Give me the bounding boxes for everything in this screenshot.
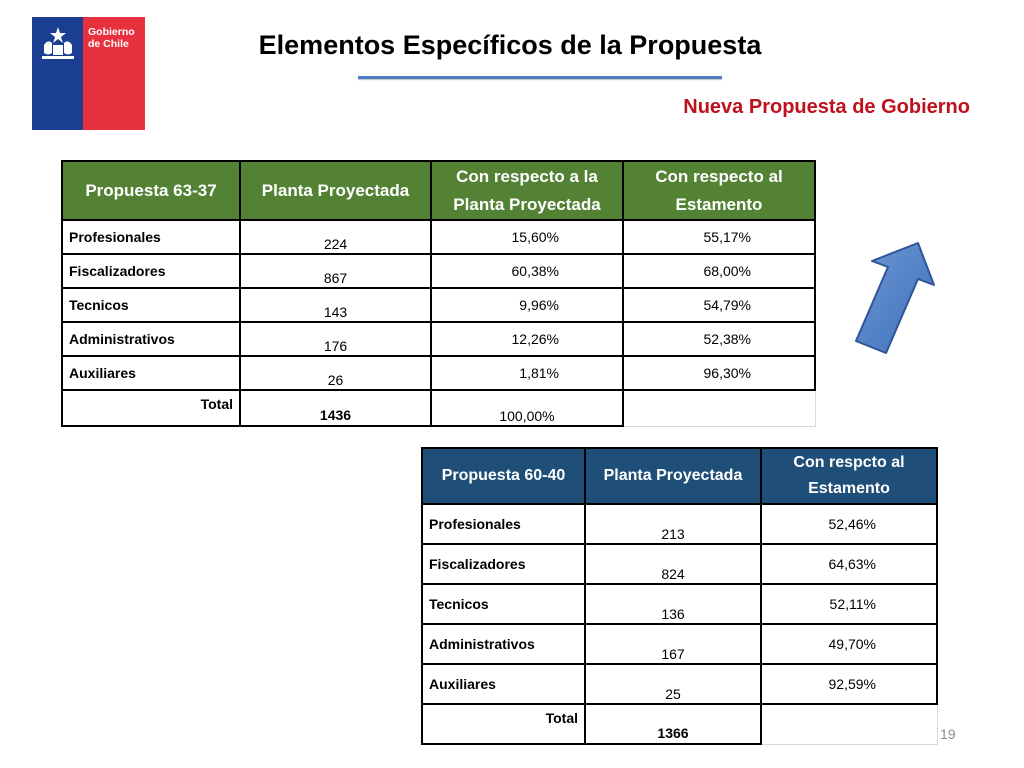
- total-planta-value: 1436: [239, 389, 432, 427]
- pct-estamento-value: 96,30%: [622, 355, 816, 391]
- row-label: Tecnicos: [61, 287, 241, 323]
- gobierno-de-chile-logo: Gobierno de Chile: [32, 17, 145, 130]
- total-label: Total: [421, 703, 586, 745]
- total-row: Total 1436 100,00%: [61, 389, 816, 427]
- propuesta-63-37-table: Propuesta 63-37 Planta Proyectada Con re…: [61, 160, 816, 427]
- pct-estamento-value: 49,70%: [760, 623, 938, 665]
- empty-cell: [760, 703, 938, 745]
- row-label: Fiscalizadores: [61, 253, 241, 289]
- logo-blue-panel: [32, 17, 83, 130]
- planta-value: 167: [584, 623, 762, 665]
- header-respecto-estamento: Con respcto al Estamento: [760, 447, 938, 505]
- logo-text: Gobierno de Chile: [88, 26, 135, 50]
- header-planta-proyectada: Planta Proyectada: [239, 160, 432, 221]
- empty-cell: [622, 389, 816, 427]
- propuesta-60-40-table: Propuesta 60-40 Planta Proyectada Con re…: [421, 447, 938, 745]
- header-propuesta: Propuesta 63-37: [61, 160, 241, 221]
- planta-value: 176: [239, 321, 432, 357]
- row-label: Tecnicos: [421, 583, 586, 625]
- logo-red-panel: Gobierno de Chile: [83, 17, 145, 130]
- pct-estamento-value: 52,11%: [760, 583, 938, 625]
- planta-value: 213: [584, 503, 762, 545]
- pct-estamento-value: 68,00%: [622, 253, 816, 289]
- total-row: Total 1366: [421, 703, 938, 745]
- pct-planta-value: 1,81%: [430, 355, 624, 391]
- header-respecto-estamento: Con respecto al Estamento: [622, 160, 816, 221]
- pct-estamento-value: 54,79%: [622, 287, 816, 323]
- coat-of-arms-icon: [42, 27, 74, 59]
- logo-text-line2: de Chile: [88, 38, 129, 50]
- pct-planta-value: 12,26%: [430, 321, 624, 357]
- table-row: Profesionales 213 52,46%: [421, 503, 938, 545]
- table-row: Fiscalizadores 824 64,63%: [421, 543, 938, 585]
- up-right-arrow-icon: [855, 242, 935, 354]
- table-row: Tecnicos 143 9,96% 54,79%: [61, 287, 816, 323]
- logo-text-line1: Gobierno: [88, 26, 135, 38]
- header-planta-proyectada: Planta Proyectada: [584, 447, 762, 505]
- planta-value: 824: [584, 543, 762, 585]
- total-pct-planta-value: 100,00%: [430, 389, 624, 427]
- planta-value: 224: [239, 219, 432, 255]
- planta-value: 25: [584, 663, 762, 705]
- pct-estamento-value: 52,46%: [760, 503, 938, 545]
- pct-planta-value: 9,96%: [430, 287, 624, 323]
- pct-estamento-value: 55,17%: [622, 219, 816, 255]
- header-respecto-planta: Con respecto a la Planta Proyectada: [430, 160, 624, 221]
- row-label: Fiscalizadores: [421, 543, 586, 585]
- pct-planta-value: 15,60%: [430, 219, 624, 255]
- row-label: Administrativos: [61, 321, 241, 357]
- header-propuesta: Propuesta 60-40: [421, 447, 586, 505]
- total-label: Total: [61, 389, 241, 427]
- planta-value: 136: [584, 583, 762, 625]
- row-label: Auxiliares: [61, 355, 241, 391]
- table-row: Profesionales 224 15,60% 55,17%: [61, 219, 816, 255]
- total-planta-value: 1366: [584, 703, 762, 745]
- table-row: Administrativos 167 49,70%: [421, 623, 938, 665]
- row-label: Profesionales: [421, 503, 586, 545]
- row-label: Administrativos: [421, 623, 586, 665]
- table-row: Fiscalizadores 867 60,38% 68,00%: [61, 253, 816, 289]
- table-row: Tecnicos 136 52,11%: [421, 583, 938, 625]
- table-row: Administrativos 176 12,26% 52,38%: [61, 321, 816, 357]
- pct-planta-value: 60,38%: [430, 253, 624, 289]
- pct-estamento-value: 52,38%: [622, 321, 816, 357]
- title-underline: [358, 76, 722, 79]
- table-row: Auxiliares 26 1,81% 96,30%: [61, 355, 816, 391]
- row-label: Profesionales: [61, 219, 241, 255]
- row-label: Auxiliares: [421, 663, 586, 705]
- logo-blue-block: [32, 68, 83, 130]
- logo-emblem: [32, 17, 83, 68]
- planta-value: 143: [239, 287, 432, 323]
- page-subtitle: Nueva Propuesta de Gobierno: [683, 96, 970, 118]
- planta-value: 867: [239, 253, 432, 289]
- pct-estamento-value: 92,59%: [760, 663, 938, 705]
- page-number: 19: [940, 726, 956, 742]
- table-row: Auxiliares 25 92,59%: [421, 663, 938, 705]
- table-header-row: Propuesta 60-40 Planta Proyectada Con re…: [421, 447, 938, 505]
- page-title: Elementos Específicos de la Propuesta: [258, 30, 762, 60]
- planta-value: 26: [239, 355, 432, 391]
- table-header-row: Propuesta 63-37 Planta Proyectada Con re…: [61, 160, 816, 221]
- pct-estamento-value: 64,63%: [760, 543, 938, 585]
